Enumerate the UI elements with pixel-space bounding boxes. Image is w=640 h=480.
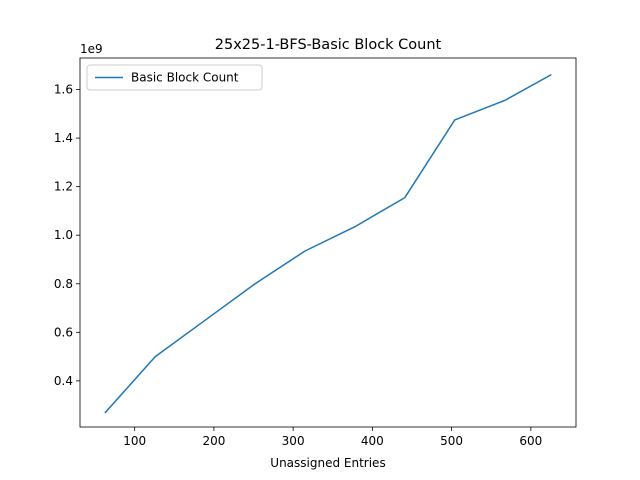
x-axis: 100 200 300 400 500 600	[123, 427, 542, 448]
y-tick-label: 1.6	[54, 83, 73, 97]
x-tick-label: 200	[202, 434, 225, 448]
y-axis: 0.4 0.6 0.8 1.0 1.2 1.4 1.6	[54, 83, 80, 388]
y-tick-label: 1.2	[54, 180, 73, 194]
chart-title: 25x25-1-BFS-Basic Block Count	[215, 37, 442, 53]
x-tick-label: 600	[519, 434, 542, 448]
x-tick-label: 100	[123, 434, 146, 448]
y-tick-label: 1.4	[54, 131, 73, 145]
y-tick-label: 0.4	[54, 374, 73, 388]
series-line-0	[104, 73, 552, 414]
legend-box	[86, 64, 263, 91]
x-tick-label: 300	[282, 434, 305, 448]
y-tick-label: 1.0	[54, 228, 73, 242]
y-tick-label: 0.6	[54, 325, 73, 339]
axes-frame	[79, 57, 577, 428]
x-tick-label: 500	[440, 434, 463, 448]
y-tick-label: 0.8	[54, 277, 73, 291]
legend: Basic Block Count	[86, 64, 263, 91]
plot-area	[79, 57, 577, 428]
x-tick-label: 400	[361, 434, 384, 448]
legend-label: Basic Block Count	[131, 71, 239, 85]
x-axis-label: Unassigned Entries	[270, 456, 385, 470]
y-offset-label: 1e9	[80, 42, 103, 56]
